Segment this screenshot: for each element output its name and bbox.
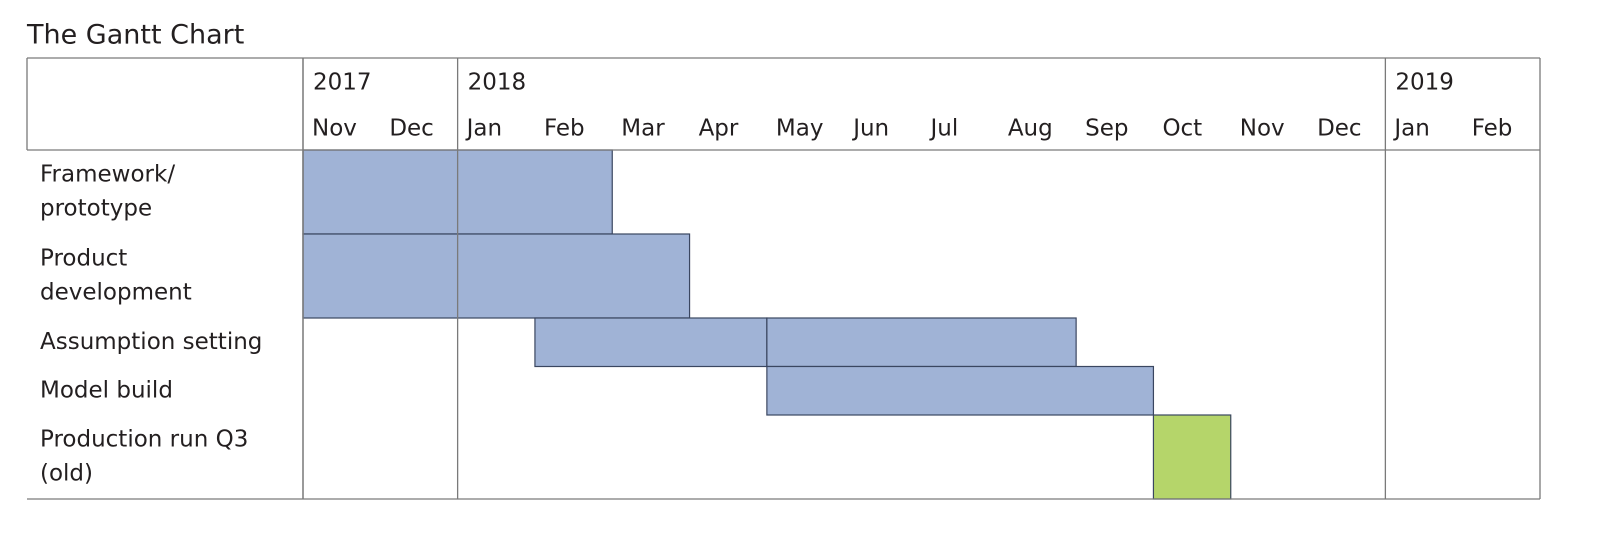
task-label: Assumption setting [40, 329, 262, 355]
month-label: Jun [851, 116, 889, 142]
task-label: Framework/ [40, 162, 175, 188]
month-label: Dec [1317, 116, 1362, 142]
task-label: development [40, 280, 192, 306]
task-label: Production run Q3 [40, 427, 248, 453]
month-label: May [776, 116, 824, 142]
task-bar [766, 317, 1077, 368]
task-label: Product [40, 246, 127, 272]
month-label: Sep [1085, 116, 1128, 142]
month-label: Feb [544, 116, 585, 142]
task-bar [766, 365, 1155, 416]
month-label: Aug [1008, 116, 1053, 142]
month-label: Nov [1240, 116, 1285, 142]
month-label: Apr [699, 116, 739, 142]
year-label: 2018 [468, 70, 527, 96]
year-label: 2017 [313, 70, 372, 96]
task-bar [1152, 414, 1232, 500]
month-label: Nov [312, 116, 357, 142]
month-label: Feb [1472, 116, 1513, 142]
month-label: Jan [1392, 116, 1429, 142]
task-bar [534, 317, 768, 368]
task-label: Model build [40, 377, 173, 403]
chart-title: The Gantt Chart [26, 20, 244, 51]
task-label: prototype [40, 196, 152, 222]
month-label: Dec [389, 116, 434, 142]
month-label: Oct [1162, 116, 1202, 142]
year-label: 2019 [1395, 70, 1454, 96]
task-bar [302, 233, 691, 319]
task-label: (old) [40, 461, 93, 487]
month-label: Jan [465, 116, 502, 142]
month-label: Jul [929, 116, 959, 142]
month-label: Mar [621, 116, 665, 142]
